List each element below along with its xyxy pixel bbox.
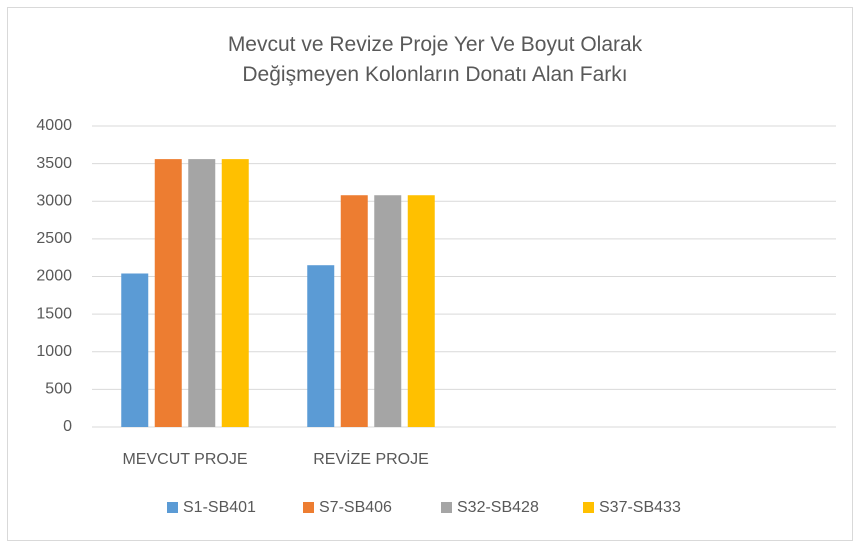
legend-swatch bbox=[167, 502, 178, 513]
bar bbox=[374, 195, 402, 427]
y-tick-label: 2500 bbox=[36, 230, 72, 247]
bar bbox=[188, 159, 216, 428]
y-tick-label: 3500 bbox=[36, 155, 72, 172]
bar bbox=[121, 273, 149, 427]
bar bbox=[221, 159, 249, 428]
y-tick-label: 0 bbox=[63, 418, 72, 435]
legend-swatch bbox=[441, 502, 452, 513]
y-tick-label: 3000 bbox=[36, 192, 72, 209]
chart-title: Mevcut ve Revize Proje Yer Ve Boyut Olar… bbox=[227, 33, 643, 86]
x-tick-label: REVİZE PROJE bbox=[313, 449, 429, 468]
y-tick-label: 2000 bbox=[36, 268, 72, 285]
y-tick-label: 1500 bbox=[36, 305, 72, 322]
legend-label: S37-SB433 bbox=[599, 499, 681, 516]
x-tick-label: MEVCUT PROJE bbox=[122, 451, 247, 468]
bar bbox=[340, 195, 368, 427]
legend-label: S32-SB428 bbox=[457, 499, 539, 516]
y-tick-label: 4000 bbox=[36, 117, 72, 134]
legend-swatch bbox=[303, 502, 314, 513]
legend-swatch bbox=[583, 502, 594, 513]
y-tick-label: 500 bbox=[45, 381, 72, 398]
legend-label: S7-SB406 bbox=[319, 499, 392, 516]
bar bbox=[407, 195, 435, 427]
y-tick-label: 1000 bbox=[36, 343, 72, 360]
bar bbox=[307, 265, 335, 427]
bar bbox=[154, 159, 182, 428]
legend-label: S1-SB401 bbox=[183, 499, 256, 516]
